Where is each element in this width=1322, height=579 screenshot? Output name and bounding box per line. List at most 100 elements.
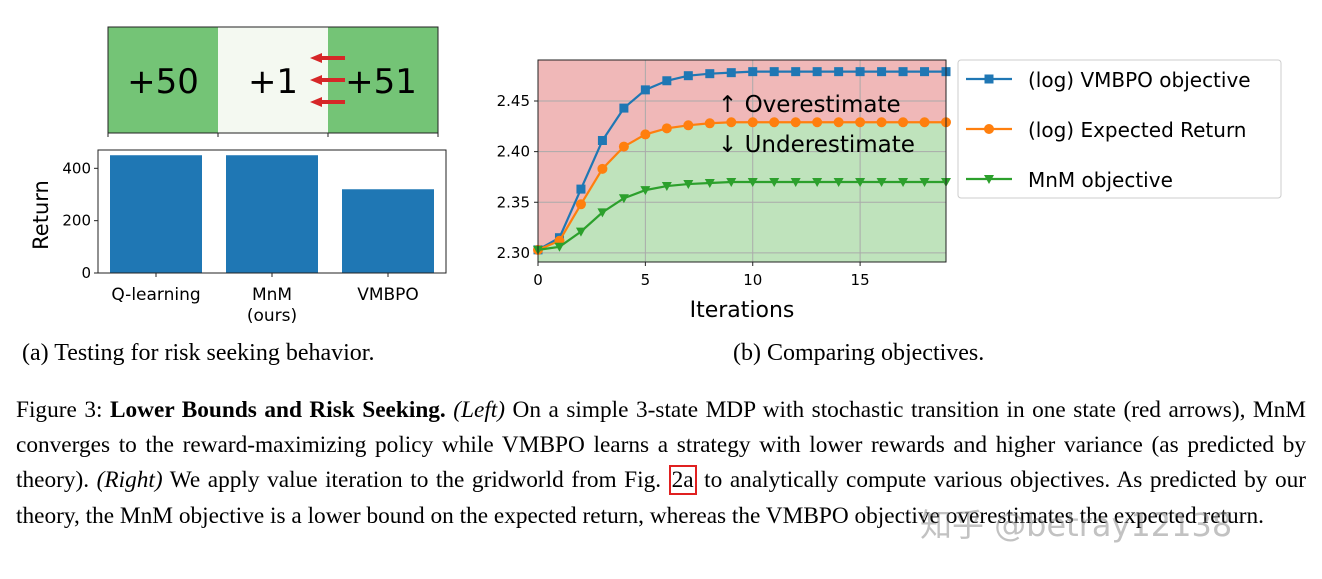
legend-label: (log) VMBPO objective [1028,68,1251,92]
data-point-circle [812,117,823,128]
x-tick-label: 15 [851,271,870,289]
grid-cell-reward: +51 [345,62,417,102]
y-axis-label: Return [29,180,53,250]
data-point-triangle [747,178,758,188]
y-tick-label: 0 [81,264,91,282]
data-point-triangle [812,178,823,188]
x-tick-label: 10 [743,271,762,289]
x-tick-sublabel: (ours) [247,306,297,326]
data-point-circle [575,199,586,210]
data-point-triangle [790,178,801,188]
underestimate-region [538,122,946,262]
grid-cell-reward: +50 [127,62,199,102]
data-point-circle [618,141,629,152]
subcaption-a: (a) Testing for risk seeking behavior. [22,340,375,366]
overestimate-annotation: ↑ Overestimate [718,92,901,118]
y-tick-label: 2.45 [497,92,530,110]
data-point-square [791,67,801,77]
y-tick-label: 200 [62,212,91,230]
x-tick-label: MnM [252,285,292,305]
data-point-triangle [640,186,651,196]
y-tick-label: 2.35 [497,193,530,211]
data-point-triangle [876,178,887,188]
data-point-triangle [597,208,608,218]
x-tick-label: Q-learning [111,285,200,305]
data-point-triangle [575,227,586,237]
data-point-triangle [618,194,629,204]
line-axes-frame [537,59,947,263]
data-point-square [619,103,629,113]
figure-caption: Figure 3: Lower Bounds and Risk Seeking.… [16,393,1306,534]
data-point-square [834,67,844,77]
figure-reference-link[interactable]: 2a [668,465,697,496]
caption-right-text-2: to analytically compute various objectiv… [16,467,1307,529]
data-point-square [748,67,758,77]
data-point-circle [683,120,694,131]
bar-mnm [226,155,318,273]
data-point-circle [597,163,608,174]
data-point-circle [984,124,994,134]
caption-right-text-1: We apply value iteration to the gridworl… [169,467,662,494]
data-point-circle [833,117,844,128]
data-point-circle [747,117,758,128]
data-point-square [877,67,887,77]
data-point-circle [769,117,780,128]
x-tick-label: VMBPO [357,285,419,305]
y-tick-label: 2.40 [497,143,530,161]
overestimate-region [538,60,946,250]
data-point-circle [704,118,715,129]
grid-frame [107,26,439,134]
data-point-square [705,69,715,79]
data-point-triangle [769,178,780,188]
x-axis-label: Iterations [690,298,795,323]
data-point-square [769,67,779,77]
legend-label: (log) Expected Return [1028,118,1247,142]
bar-axes-frame [97,149,447,274]
data-point-square [576,184,586,194]
data-point-square [683,71,693,81]
data-point-square [898,67,908,77]
data-point-triangle [919,178,930,188]
x-tick-label: 5 [641,271,651,289]
data-point-circle [790,117,801,128]
legend-box [957,59,1282,199]
grid-cell-reward: +1 [248,62,298,102]
watermark: 知乎 @betray12138 [920,506,1233,544]
caption-left-text: On a simple 3-state MDP with stochastic … [16,397,1307,494]
data-point-square [726,68,736,78]
bar-q-learning [110,155,202,273]
legend-label: MnM objective [1028,168,1173,192]
underestimate-annotation: ↓ Underestimate [718,132,915,158]
figure-graphics: +50 +1 +51 Q-learning MnM(ours) VMBPO 0 200 400 R… [29,26,1282,326]
data-point-triangle [726,178,737,188]
data-point-circle [876,117,887,128]
data-point-circle [855,117,866,128]
data-point-circle [898,117,909,128]
red-arrow-head-icon [310,53,322,63]
caption-left-tag: (Left) [453,397,506,423]
x-tick-label: 0 [533,271,543,289]
bar-vmbpo [342,189,434,273]
data-point-triangle [898,178,909,188]
caption-right-tag: (Right) [96,467,163,494]
caption-label: Figure 3: [16,397,103,423]
data-point-circle [726,117,737,128]
data-point-triangle [554,242,565,252]
grid-cell [218,27,328,133]
red-arrow-head-icon [310,97,322,107]
data-point-triangle [661,182,672,192]
data-point-square [920,67,930,77]
data-point-triangle [833,178,844,188]
data-point-triangle [704,179,715,189]
data-point-circle [640,129,651,140]
data-point-square [812,67,822,77]
data-point-triangle [984,175,994,184]
data-point-circle [661,123,672,134]
data-point-triangle [855,178,866,188]
grid-cell [108,27,218,133]
subcaption-b: (b) Comparing objectives. [733,340,985,366]
data-point-circle [919,117,930,128]
data-point-square [640,85,650,95]
y-tick-label: 400 [62,159,91,177]
data-point-square [984,74,994,84]
